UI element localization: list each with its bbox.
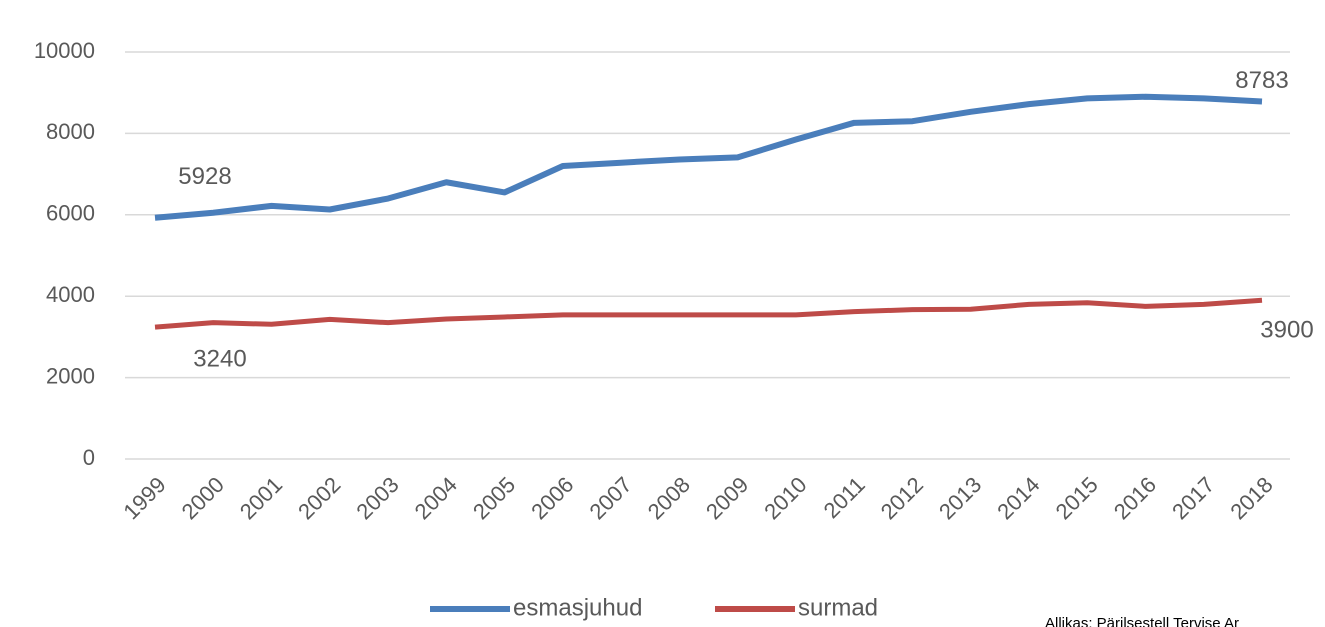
x-tick-label: 2011 [819,472,870,523]
x-tick-label: 2005 [468,472,520,524]
data-label: 3240 [193,345,246,372]
x-tick-label: 2004 [410,472,462,524]
x-tick-label: 2003 [351,472,403,524]
y-tick-label: 4000 [46,282,95,307]
data-label: 3900 [1260,317,1313,344]
x-tick-label: 2012 [876,472,928,524]
x-tick-label: 2009 [701,472,753,524]
y-tick-label: 6000 [46,201,95,226]
x-tick-label: 2008 [643,472,695,524]
data-label: 8783 [1235,67,1288,94]
x-tick-label: 2014 [992,472,1044,524]
x-tick-label: 2013 [934,472,986,524]
y-tick-label: 8000 [46,119,95,144]
y-tick-label: 2000 [46,363,95,388]
legend-label: surmad [798,594,878,621]
y-tick-label: 10000 [34,38,95,63]
x-tick-label: 1999 [118,472,170,524]
x-tick-label: 2017 [1167,472,1219,524]
x-tick-label: 2002 [293,472,345,524]
source-note: Allikas: Pärilsestell Tervise Ar [1045,615,1239,627]
x-tick-label: 2010 [759,472,811,524]
series-line [154,93,1263,221]
x-tick-label: 2006 [526,472,578,524]
series-line [154,297,1263,330]
legend-label: esmasjuhud [513,594,642,621]
x-tick-label: 2000 [177,472,229,524]
y-tick-label: 0 [83,445,95,470]
x-tick-label: 2015 [1051,472,1103,524]
x-tick-label: 2018 [1225,472,1277,524]
x-tick-label: 2001 [235,472,287,524]
data-label: 5928 [178,163,231,190]
x-tick-label: 2007 [584,472,636,524]
x-tick-label: 2016 [1109,472,1161,524]
